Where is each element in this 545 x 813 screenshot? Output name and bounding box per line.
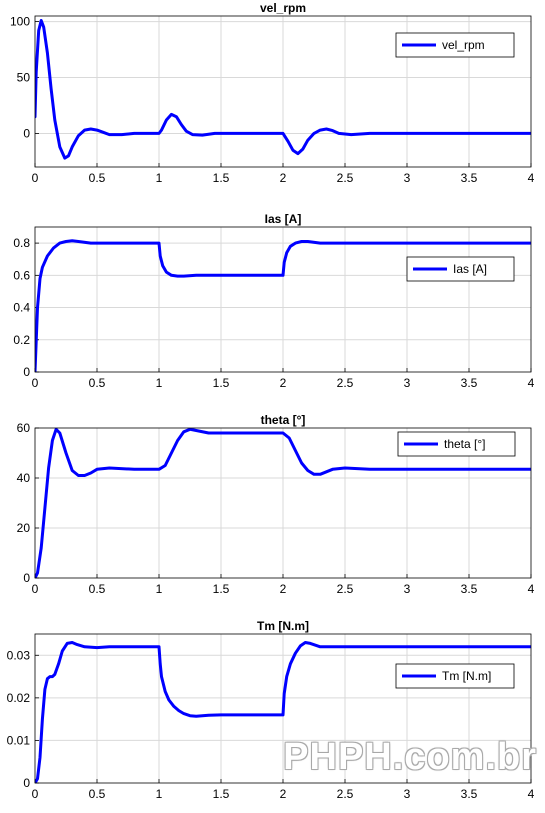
x-tick-label: 2 [280,376,287,390]
legend-label: Tm [N.m] [442,669,491,683]
x-tick-label: 4 [528,787,535,801]
series-line [35,19,531,160]
x-tick-label: 0 [32,582,39,596]
chart-title: vel_rpm [260,1,306,15]
x-tick-label: 1 [156,376,163,390]
y-tick-label: 0.8 [13,236,30,250]
y-tick-label: 0 [23,776,30,790]
series-line [35,641,531,783]
x-tick-label: 1.5 [213,171,230,185]
chart-title: theta [°] [261,413,306,427]
x-tick-label: 3 [404,582,411,596]
chart-panel-4: 0 0.5 1 1.5 2 2.5 3 3.5 4 0 0.01 0.02 0.03 Tm [N.m] Tm… [7,619,535,801]
axes-box [34,633,532,784]
y-tick-label: 0.6 [13,268,30,282]
series-line [35,239,531,372]
x-tick-label: 1 [156,787,163,801]
x-tick-label: 2.5 [337,787,354,801]
chart-title: Tm [N.m] [257,619,309,633]
x-tick-label: 2 [280,582,287,596]
axes-box [34,15,532,168]
x-tick-label: 2 [280,171,287,185]
legend: vel_rpm [395,32,515,58]
legend-label: vel_rpm [442,38,485,52]
y-tick-label: 0.01 [7,733,31,747]
y-tick-label: 0.4 [13,301,30,315]
x-tick-label: 3 [404,376,411,390]
x-tick-label: 0.5 [89,376,106,390]
y-tick-label: 20 [17,521,31,535]
x-tick-label: 0 [32,787,39,801]
legend: theta [°] [397,431,516,457]
x-tick-label: 3 [404,787,411,801]
legend: Ias [A] [406,256,515,282]
axes-box [34,226,532,373]
x-tick-label: 1 [156,171,163,185]
y-tick-label: 0 [23,571,30,585]
x-tick-label: 3.5 [461,582,478,596]
y-tick-label: 60 [17,421,31,435]
chart-panel-2: 0 0.5 1 1.5 2 2.5 3 3.5 4 0 0.2 0.4 0.6 0.8 Ias [A] Ias… [13,212,534,390]
x-tick-label: 3.5 [461,787,478,801]
y-tick-label: 50 [17,71,31,85]
series-line [35,428,531,578]
y-tick-label: 0.03 [7,648,31,662]
chart-panel-1: 0 0.5 1 1.5 2 2.5 3 3.5 4 0 50 100 vel_rpm vel_rpm [10,1,535,185]
legend-label: Ias [A] [453,262,487,276]
x-tick-label: 1.5 [213,787,230,801]
chart-title: Ias [A] [265,212,302,226]
x-tick-label: 0.5 [89,582,106,596]
y-tick-label: 0 [23,126,30,140]
x-tick-label: 4 [528,171,535,185]
x-tick-label: 4 [528,376,535,390]
x-tick-label: 0 [32,376,39,390]
watermark: PHPH.com.br [283,736,537,778]
x-tick-label: 2.5 [337,171,354,185]
x-tick-label: 4 [528,582,535,596]
x-tick-label: 0 [32,171,39,185]
y-tick-label: 100 [10,15,30,29]
x-tick-label: 0.5 [89,171,106,185]
legend: Tm [N.m] [395,663,515,689]
y-tick-label: 0.2 [13,333,30,347]
axes-box [34,427,532,579]
y-tick-label: 0 [23,365,30,379]
y-tick-label: 40 [17,471,31,485]
x-tick-label: 2 [280,787,287,801]
legend-label: theta [°] [444,437,486,451]
x-tick-label: 0.5 [89,787,106,801]
x-tick-label: 2.5 [337,376,354,390]
x-tick-label: 1 [156,582,163,596]
y-tick-label: 0.02 [7,691,31,705]
x-tick-label: 3 [404,171,411,185]
x-tick-label: 1.5 [213,582,230,596]
legend-box [395,32,515,58]
x-tick-label: 1.5 [213,376,230,390]
x-tick-label: 3.5 [461,376,478,390]
x-tick-label: 3.5 [461,171,478,185]
x-tick-label: 2.5 [337,582,354,596]
